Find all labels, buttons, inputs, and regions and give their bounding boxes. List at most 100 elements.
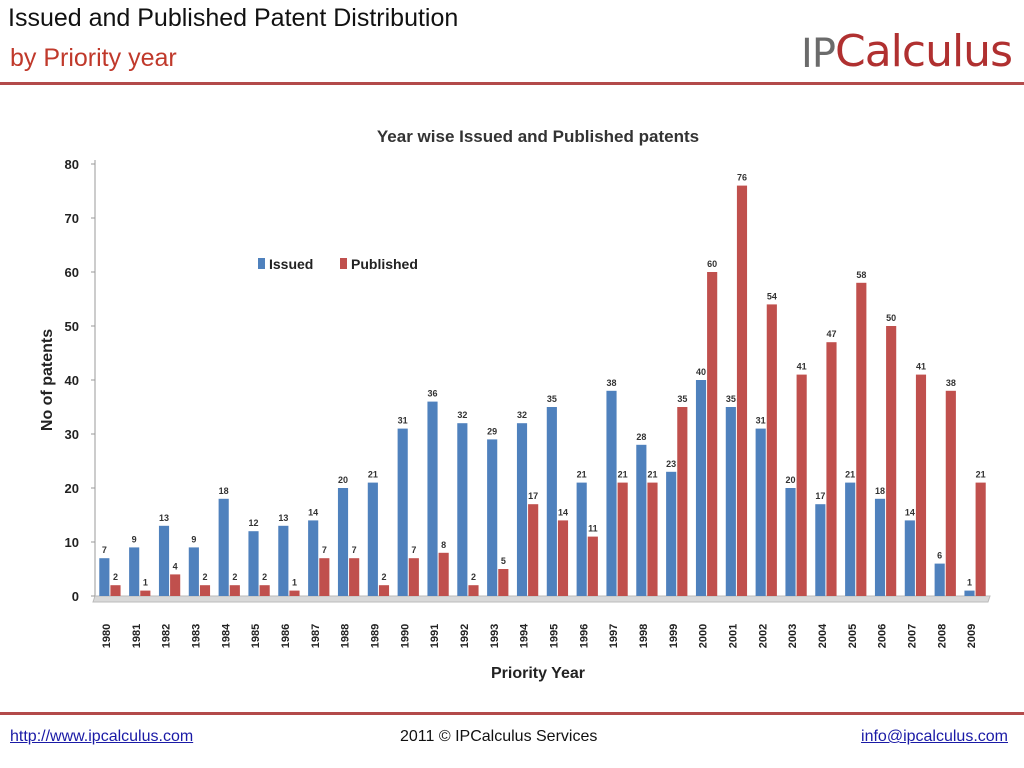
data-label-published: 2 <box>113 572 118 582</box>
chart-container: Year wise Issued and Published patents 0 1… <box>0 90 1024 705</box>
bar-issued <box>934 563 945 596</box>
data-label-published: 11 <box>588 524 598 534</box>
bar-issued <box>636 444 647 596</box>
x-tick-label: 1998 <box>638 624 650 648</box>
bar-issued <box>99 558 110 596</box>
y-tick-label: 40 <box>65 373 79 388</box>
data-label-issued: 18 <box>219 486 229 496</box>
x-tick-label: 2001 <box>727 624 739 648</box>
data-label-published: 8 <box>441 540 446 550</box>
bar-issued <box>785 488 796 596</box>
data-label-issued: 31 <box>398 416 408 426</box>
bar-published <box>886 326 897 596</box>
x-tick-label: 1986 <box>280 624 292 648</box>
data-label-issued: 38 <box>607 378 617 388</box>
data-label-issued: 18 <box>875 486 885 496</box>
bar-issued <box>516 423 528 596</box>
data-label-issued: 13 <box>159 513 169 523</box>
bar-published <box>736 185 748 596</box>
bar-issued <box>725 407 736 596</box>
website-link[interactable]: http://www.ipcalculus.com <box>10 728 194 745</box>
data-label-published: 1 <box>143 578 148 588</box>
y-tick-label: 70 <box>65 211 79 226</box>
bar-issued <box>964 590 975 596</box>
data-label-published: 76 <box>737 173 747 183</box>
data-label-issued: 29 <box>487 426 497 436</box>
data-label-issued: 32 <box>517 410 527 420</box>
data-label-published: 5 <box>501 556 506 566</box>
bar-issued <box>487 439 498 596</box>
y-tick-label: 0 <box>72 589 79 604</box>
header-divider <box>0 82 1024 85</box>
x-tick-label: 2007 <box>906 624 918 648</box>
x-tick-label: 1987 <box>310 624 322 648</box>
legend-swatch-issued <box>258 258 265 269</box>
data-label-published: 7 <box>411 545 416 555</box>
email-link[interactable]: info@ipcalculus.com <box>861 728 1008 745</box>
data-label-published: 2 <box>232 572 237 582</box>
x-tick-label: 1989 <box>369 624 381 648</box>
bar-issued <box>158 525 170 596</box>
data-label-issued: 35 <box>547 394 557 404</box>
data-label-issued: 35 <box>726 394 736 404</box>
bar-published <box>915 374 927 596</box>
x-tick-label: 1997 <box>608 624 620 648</box>
x-tick-label: 2008 <box>936 624 948 648</box>
bar-issued <box>576 482 587 596</box>
bar-issued <box>874 498 886 596</box>
y-axis-label: No of patents <box>39 329 56 431</box>
x-tick-label: 1982 <box>161 624 173 648</box>
bar-issued <box>755 428 766 596</box>
data-label-published: 47 <box>826 329 836 339</box>
x-tick-label: 2004 <box>817 623 829 648</box>
bar-issued <box>278 525 289 596</box>
bar-issued <box>904 520 915 596</box>
y-tick-label: 80 <box>65 157 79 172</box>
data-label-issued: 31 <box>756 416 766 426</box>
data-label-issued: 12 <box>249 518 259 528</box>
data-label-issued: 23 <box>666 459 676 469</box>
data-label-issued: 21 <box>577 470 587 480</box>
y-tick-label: 50 <box>65 319 79 334</box>
x-tick-label: 1991 <box>429 624 441 648</box>
x-tick-label: 2006 <box>877 624 889 648</box>
x-tick-label: 1981 <box>131 624 143 648</box>
data-label-published: 17 <box>528 491 538 501</box>
bar-issued <box>845 482 856 596</box>
y-tick-label: 30 <box>65 427 79 442</box>
page-title: Issued and Published Patent Distribution <box>8 4 459 32</box>
data-label-published: 7 <box>352 545 357 555</box>
bar-issued <box>457 423 468 596</box>
x-tick-label: 2000 <box>698 624 710 648</box>
data-label-issued: 21 <box>845 470 855 480</box>
data-label-published: 2 <box>202 572 207 582</box>
data-label-issued: 28 <box>636 432 646 442</box>
data-label-published: 7 <box>322 545 327 555</box>
bar-issued <box>129 547 140 596</box>
footer-divider <box>0 712 1024 715</box>
bar-issued <box>397 428 408 596</box>
x-tick-label: 1990 <box>399 624 411 648</box>
x-tick-label: 1993 <box>489 624 501 648</box>
data-label-published: 54 <box>767 291 777 301</box>
bar-published <box>796 374 807 596</box>
x-tick-label: 1995 <box>548 624 560 648</box>
bar-issued <box>695 380 707 596</box>
legend-label-issued: Issued <box>269 256 313 272</box>
bar-published <box>528 504 539 596</box>
x-tick-label: 1996 <box>578 624 590 648</box>
bar-issued <box>218 498 229 596</box>
bar-published <box>587 536 598 596</box>
data-label-published: 35 <box>677 394 687 404</box>
bar-published <box>229 585 240 596</box>
x-tick-label: 1983 <box>190 624 202 648</box>
bar-issued <box>815 504 826 596</box>
y-tick-label: 60 <box>65 265 79 280</box>
data-label-issued: 14 <box>308 507 318 517</box>
data-label-published: 38 <box>946 378 956 388</box>
bar-published <box>557 520 569 596</box>
bar-issued <box>367 482 378 596</box>
data-label-published: 2 <box>381 572 386 582</box>
legend-label-published: Published <box>351 256 418 272</box>
data-label-published: 2 <box>262 572 267 582</box>
